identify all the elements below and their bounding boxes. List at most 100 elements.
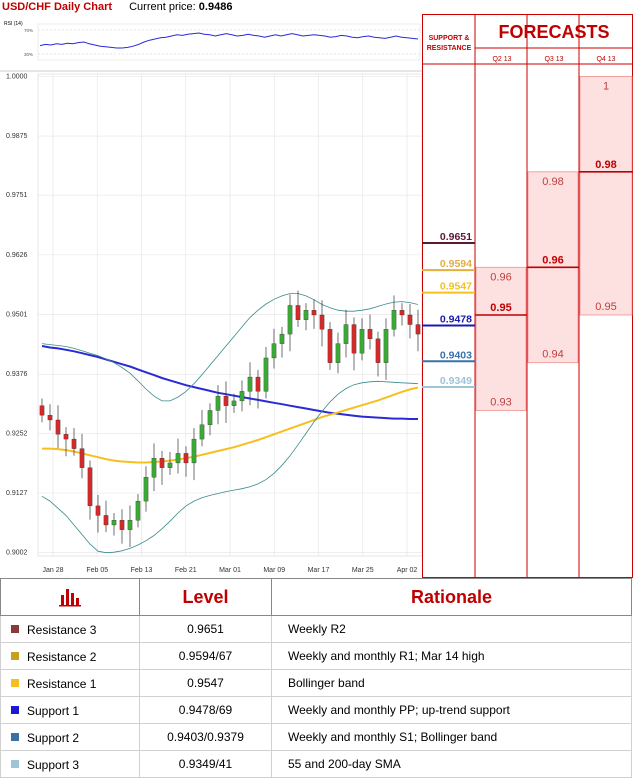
row-name-cell: Support 1 [0, 696, 140, 724]
row-name: Resistance 3 [27, 622, 97, 637]
candle-body [271, 343, 277, 359]
candle [375, 331, 381, 377]
sr-level-label: 0.9651 [440, 231, 472, 243]
x-tick-label: Jan 28 [42, 567, 63, 574]
candle-body [207, 410, 213, 425]
candle-body [239, 391, 245, 402]
candle [47, 404, 53, 431]
forecast-mid-label: 0.95 [490, 302, 511, 314]
candle [399, 303, 405, 326]
candle [407, 304, 413, 339]
forecast-mid-label: 0.98 [595, 159, 616, 171]
rsi-line [39, 32, 419, 49]
bar-chart-icon-cell [0, 578, 140, 616]
candle-body [103, 515, 109, 526]
candle-body [343, 324, 349, 344]
candle-body [79, 448, 85, 468]
row-name-cell: Resistance 1 [0, 669, 140, 697]
forecast-range [579, 75, 633, 316]
table-row: Support 1 0.9478/69 Weekly and monthly P… [0, 696, 632, 724]
candle [183, 446, 189, 477]
candle-body [359, 329, 365, 354]
row-name-cell: Resistance 3 [0, 615, 140, 643]
candle [143, 466, 149, 512]
rsi-tick-label: 70% [24, 28, 33, 33]
row-level: 0.9478/69 [139, 696, 272, 724]
candle [79, 433, 85, 479]
candle-body [215, 395, 221, 411]
row-level: 0.9403/0.9379 [139, 723, 272, 751]
candle [167, 451, 173, 475]
candle-body [391, 310, 397, 330]
candle [383, 318, 389, 380]
candle [215, 385, 221, 425]
rsi-tick-label: 30% [24, 52, 33, 57]
candle [199, 409, 205, 447]
candle [63, 427, 69, 457]
candle [415, 309, 421, 352]
candle-body [183, 453, 189, 464]
candle-body [55, 419, 61, 435]
candle [327, 322, 333, 370]
table-row: Resistance 2 0.9594/67 Weekly and monthl… [0, 642, 632, 670]
x-tick-label: Mar 17 [308, 567, 330, 574]
y-tick-label: 0.9875 [6, 133, 28, 140]
candle-body [327, 329, 333, 363]
candle-body [63, 434, 69, 440]
candle [207, 403, 213, 436]
candle-body [319, 314, 325, 330]
y-tick-label: 0.9252 [6, 430, 28, 437]
candle [247, 362, 253, 406]
chart-title: USD/CHF Daily Chart [2, 1, 113, 13]
swatch [11, 733, 19, 742]
row-level: 0.9651 [139, 615, 272, 643]
forecast-low-label: 0.95 [595, 301, 616, 313]
level-header: Level [139, 578, 272, 616]
candle-body [303, 310, 309, 320]
x-tick-label: Mar 09 [263, 567, 285, 574]
sr-level-label: 0.9403 [440, 349, 472, 361]
swatch [11, 625, 19, 634]
forecast-mid-label: 0.96 [542, 254, 563, 266]
x-tick-label: Feb 05 [86, 567, 108, 574]
table-row: Support 3 0.9349/41 55 and 200-day SMA [0, 750, 632, 778]
candle-body [263, 357, 269, 392]
candle [263, 346, 269, 399]
x-tick-label: Feb 13 [131, 567, 153, 574]
row-rationale: Weekly and monthly S1; Bollinger band [271, 723, 632, 751]
candle-body [167, 462, 173, 468]
candle-body [39, 405, 45, 416]
sr-level-label: 0.9478 [440, 313, 472, 325]
sr-level-label: 0.9547 [440, 281, 472, 293]
bar-chart-icon [59, 588, 81, 606]
forecast-range [475, 266, 527, 411]
quarter-header-q3: Q3 13 [544, 56, 564, 63]
candle-body [95, 505, 101, 516]
candle [239, 380, 245, 412]
y-tick-label: 0.9127 [6, 490, 28, 497]
series-line [41, 345, 418, 420]
candle [287, 294, 293, 352]
candle [119, 509, 125, 544]
forecast-low-label: 0.94 [542, 349, 563, 361]
candle-body [279, 333, 285, 344]
row-name-cell: Resistance 2 [0, 642, 140, 670]
row-name: Support 3 [27, 757, 80, 772]
candle [191, 428, 197, 481]
y-tick-label: 0.9376 [6, 371, 28, 378]
y-tick-label: 0.9002 [6, 550, 28, 557]
candle [271, 328, 277, 369]
rsi-panel: RSI (14)70% 30% [0, 21, 422, 72]
row-rationale: Bollinger band [271, 669, 632, 697]
candle [223, 381, 229, 423]
x-tick-label: Mar 25 [352, 567, 374, 574]
rsi-title: RSI (14) [4, 21, 23, 27]
row-rationale: Weekly R2 [271, 615, 632, 643]
swatch [11, 706, 19, 715]
candle [111, 513, 117, 536]
candle [103, 500, 109, 533]
candle [279, 326, 285, 358]
candle [311, 299, 317, 329]
candle [359, 318, 365, 361]
forecast-panel: 0.96 0.93 0.95 0.98 0.94 0.96 1 0.95 0.98 0.9651 0… [422, 14, 633, 578]
